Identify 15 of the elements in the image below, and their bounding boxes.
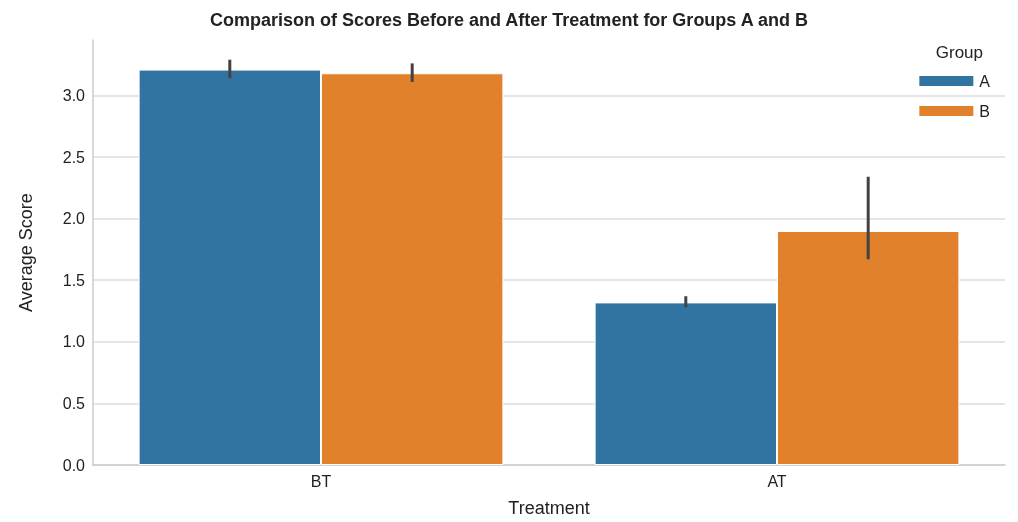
legend-title: Group bbox=[935, 43, 983, 62]
y-tick-label: 2.0 bbox=[62, 210, 86, 228]
y-tick-label: 1.0 bbox=[62, 333, 86, 351]
x-axis-title: Treatment bbox=[508, 498, 590, 518]
y-tick-label: 2.5 bbox=[62, 148, 86, 166]
y-axis-title: Average Score bbox=[16, 193, 36, 312]
x-tick-label: AT bbox=[767, 472, 787, 490]
y-tick-label: 1.5 bbox=[62, 271, 86, 289]
legend-label: B bbox=[979, 102, 990, 120]
x-tick-label: BT bbox=[310, 472, 332, 490]
y-tick-label: 0.0 bbox=[62, 456, 86, 474]
legend-label: A bbox=[979, 72, 991, 90]
chart-title: Comparison of Scores Before and After Treatment for Groups A and B bbox=[209, 10, 809, 30]
y-tick-label: 3.0 bbox=[62, 86, 86, 104]
y-tick-label: 0.5 bbox=[62, 394, 86, 412]
